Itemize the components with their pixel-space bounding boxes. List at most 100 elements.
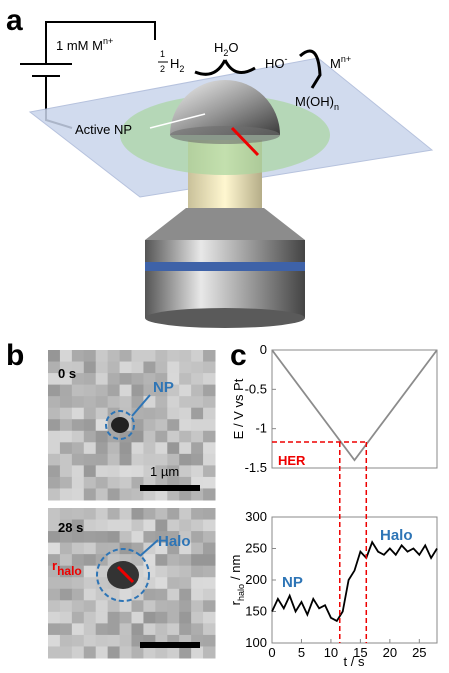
pixel (203, 419, 216, 432)
pixel (59, 565, 73, 578)
pixel (203, 453, 216, 466)
pixel (83, 488, 97, 501)
pixel (155, 453, 168, 466)
pixel (131, 600, 144, 613)
pixel (71, 531, 85, 544)
pixel (119, 430, 132, 443)
pixel (143, 531, 156, 544)
pixel (48, 442, 61, 455)
pixel (203, 361, 216, 374)
pixel (179, 442, 192, 455)
nanoparticle (170, 80, 280, 135)
objective-top (145, 208, 305, 240)
pixel (167, 430, 180, 443)
active-np: Active NP (75, 122, 132, 137)
pixel (155, 646, 168, 659)
pixel (107, 508, 121, 521)
pixel (131, 442, 144, 455)
pixel (95, 646, 109, 659)
pixel (203, 350, 216, 363)
pixel (179, 396, 192, 409)
pixel (191, 453, 204, 466)
pixel (59, 350, 73, 363)
pixel (119, 350, 132, 363)
pixel (95, 531, 109, 544)
pixel (48, 361, 61, 374)
pixel (83, 476, 97, 489)
pixel (143, 430, 156, 443)
pixel (71, 384, 85, 397)
annotation: Halo (380, 527, 413, 544)
pixel (203, 508, 216, 521)
pixel (95, 442, 109, 455)
pixel (167, 508, 180, 521)
pixel (59, 577, 73, 590)
pixel (191, 542, 204, 555)
pixel (95, 565, 109, 578)
pixel (48, 465, 61, 478)
pixel (83, 442, 97, 455)
metal-ion: Mn+ (330, 54, 351, 71)
pixel (179, 419, 192, 432)
pixel (59, 361, 73, 374)
pixel (191, 577, 204, 590)
pixel (191, 373, 204, 386)
pixel (71, 646, 85, 659)
pixel (155, 565, 168, 578)
pixel (203, 519, 216, 532)
pixel (179, 600, 192, 613)
time: 0 s (58, 366, 76, 381)
pixel (95, 600, 109, 613)
pixel (143, 419, 156, 432)
pixel (131, 430, 144, 443)
pixel (107, 634, 121, 647)
pixel (191, 565, 204, 578)
pixel (143, 453, 156, 466)
pixel (107, 611, 121, 624)
pixel (155, 407, 168, 420)
pixel (119, 634, 132, 647)
pixel (59, 519, 73, 532)
pixel (167, 465, 180, 478)
pixel (155, 419, 168, 432)
pixel (203, 407, 216, 420)
pixel (71, 373, 85, 386)
pixel (71, 588, 85, 601)
np-circle (105, 410, 135, 440)
np-pointer (131, 394, 151, 417)
radius-arrow (230, 126, 260, 157)
pixel (119, 476, 132, 489)
pixel (155, 519, 168, 532)
pixel (191, 465, 204, 478)
pixel (71, 476, 85, 489)
pixel (48, 588, 61, 601)
pixel (59, 623, 73, 636)
pixel (95, 465, 109, 478)
pixel (71, 430, 85, 443)
pixel (167, 384, 180, 397)
data-line (271, 349, 438, 462)
pixel (203, 542, 216, 555)
pixel (59, 419, 73, 432)
pixel (131, 373, 144, 386)
pixel (95, 623, 109, 636)
pixel (155, 442, 168, 455)
pixel (107, 373, 121, 386)
pixel (203, 384, 216, 397)
pixel (71, 611, 85, 624)
pixel (71, 577, 85, 590)
pixel (155, 600, 168, 613)
pixel (179, 373, 192, 386)
pixel (191, 646, 204, 659)
pixel (203, 373, 216, 386)
pixel (71, 453, 85, 466)
pixel (167, 373, 180, 386)
pixel (131, 588, 144, 601)
pixel (203, 634, 216, 647)
pixel (203, 396, 216, 409)
radius-line (116, 565, 135, 584)
pixel (59, 430, 73, 443)
pixel (71, 465, 85, 478)
pixel (107, 476, 121, 489)
pixel (167, 623, 180, 636)
